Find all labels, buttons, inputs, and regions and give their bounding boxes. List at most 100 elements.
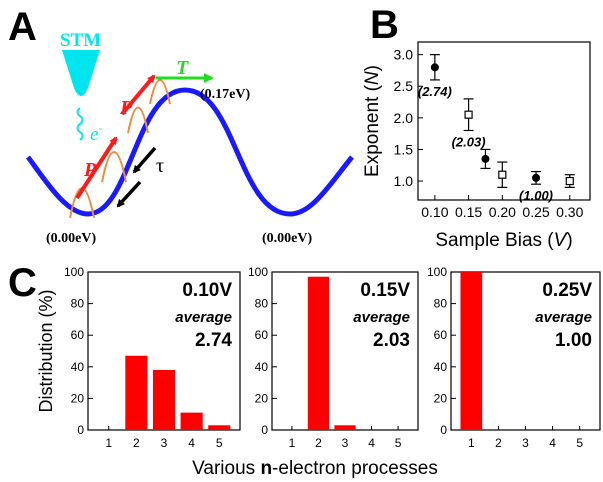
- x-tick-label: 5: [216, 436, 223, 450]
- y-tick-label: 40: [434, 360, 448, 374]
- bias-label: 0.15V: [360, 280, 410, 301]
- y-axis-label: Distribution (%): [36, 289, 56, 412]
- x-axis-label: Various n-electron processes: [192, 458, 438, 479]
- x-tick-label: 0.25: [522, 204, 549, 220]
- y-tick-label: 60: [71, 328, 85, 342]
- excitation-arrow: [120, 74, 156, 116]
- x-axis-label: Sample Bias (V): [435, 230, 572, 251]
- data-point: [565, 176, 574, 186]
- average-label: average: [535, 309, 592, 326]
- y-tick-label: 100: [64, 265, 84, 279]
- panel-a: A STM e- P P τ T (0.17eV) (0.00eV) (0.00…: [8, 5, 354, 246]
- parabola-icon: [149, 79, 171, 105]
- x-tick-label: 3: [522, 436, 529, 450]
- potential-curve: [25, 87, 354, 217]
- p-label: P: [83, 159, 97, 181]
- x-tick-label: 4: [368, 436, 375, 450]
- y-axis-label: Exponent (N): [362, 65, 383, 177]
- y-tick-label: 2.0: [394, 110, 414, 126]
- y-tick-label: 0: [261, 423, 268, 437]
- tau-label: τ: [156, 155, 164, 177]
- y-tick-label: 1.0: [394, 173, 414, 189]
- bar: [125, 355, 148, 430]
- y-tick-label: 0: [440, 423, 447, 437]
- panel-a-letter: A: [8, 5, 37, 49]
- bar: [307, 276, 330, 430]
- bar: [460, 272, 483, 430]
- x-tick-label: 4: [188, 436, 195, 450]
- y-tick-label: 60: [255, 328, 269, 342]
- exponent-scatter-chart: 0.10 0.15 0.20 0.25 0.30 1.0 1.5 2.0 2.5 3.0 Sampl…: [362, 41, 591, 251]
- bar: [334, 425, 356, 430]
- x-tick-label: 1: [289, 436, 296, 450]
- y-tick-label: 20: [255, 391, 269, 405]
- x-tick-label: 2: [495, 436, 502, 450]
- energy-label-right: (0.00eV): [262, 231, 312, 246]
- point-label: (2.03): [452, 134, 486, 149]
- y-tick-label: 80: [255, 297, 269, 311]
- y-tick-label: 80: [434, 297, 448, 311]
- t-label: T: [176, 57, 189, 79]
- parabola-icon: [127, 106, 149, 134]
- y-tick-label: 40: [71, 360, 85, 374]
- x-tick-label: 4: [549, 436, 556, 450]
- p-label: P: [119, 97, 133, 119]
- y-tick-label: 1.5: [394, 141, 414, 157]
- average-value: 1.00: [555, 330, 592, 351]
- x-tick-label: 5: [576, 436, 583, 450]
- energy-label-top: (0.17eV): [200, 87, 250, 102]
- relaxation-arrow: [116, 180, 142, 208]
- average-value: 2.74: [195, 330, 232, 351]
- x-tick-label: 2: [315, 436, 322, 450]
- x-tick-label: 0.15: [455, 204, 482, 220]
- electron-label: e-: [90, 121, 102, 145]
- average-label: average: [353, 309, 410, 326]
- excitation-arrow: [75, 136, 118, 200]
- x-tick-label: 0.20: [489, 204, 516, 220]
- stm-label: STM: [60, 30, 101, 51]
- electron-wave-icon: [76, 107, 84, 141]
- data-point: [481, 154, 490, 163]
- x-tick-label: 1: [468, 436, 475, 450]
- x-tick-label: 1: [105, 436, 112, 450]
- y-tick-label: 100: [248, 265, 268, 279]
- average-value: 2.03: [373, 330, 410, 351]
- bias-label: 0.10V: [182, 280, 232, 301]
- data-point: [464, 110, 473, 119]
- parabola-icon: [101, 151, 127, 183]
- data-point: [430, 63, 439, 72]
- energy-label-left: (0.00eV): [46, 231, 96, 246]
- average-label: average: [175, 309, 232, 326]
- bar: [152, 369, 176, 430]
- x-tick-label: 0.30: [556, 204, 583, 220]
- relaxation-arrow: [132, 146, 157, 174]
- y-tick-label: 100: [427, 265, 447, 279]
- panel-b: B 0.10 0.15 0.20 0.25 0.30 1.0 1.5 2.0 2.5 3.0 Sam…: [362, 3, 591, 251]
- stm-tip-icon: [62, 50, 100, 96]
- x-tick-label: 2: [133, 436, 140, 450]
- point-label: (2.74): [418, 84, 452, 99]
- data-point: [498, 170, 507, 179]
- x-tick-label: 5: [395, 436, 402, 450]
- data-point: [532, 173, 541, 182]
- x-tick-label: 0.10: [421, 204, 448, 220]
- panel-c-letter: C: [8, 261, 37, 305]
- plot-frame: [417, 41, 591, 201]
- y-tick-label: 20: [434, 391, 448, 405]
- y-tick-label: 20: [71, 391, 85, 405]
- y-tick-label: 60: [434, 328, 448, 342]
- y-tick-label: 40: [255, 360, 269, 374]
- y-tick-label: 80: [71, 297, 85, 311]
- bar: [208, 425, 231, 430]
- bias-label: 0.25V: [542, 280, 592, 301]
- y-tick-label: 3.0: [394, 47, 414, 63]
- y-tick-label: 0: [77, 423, 84, 437]
- x-tick-label: 3: [161, 436, 168, 450]
- y-tick-label: 2.5: [394, 78, 414, 94]
- panel-b-letter: B: [370, 3, 399, 47]
- bar: [180, 412, 203, 430]
- x-tick-label: 3: [342, 436, 349, 450]
